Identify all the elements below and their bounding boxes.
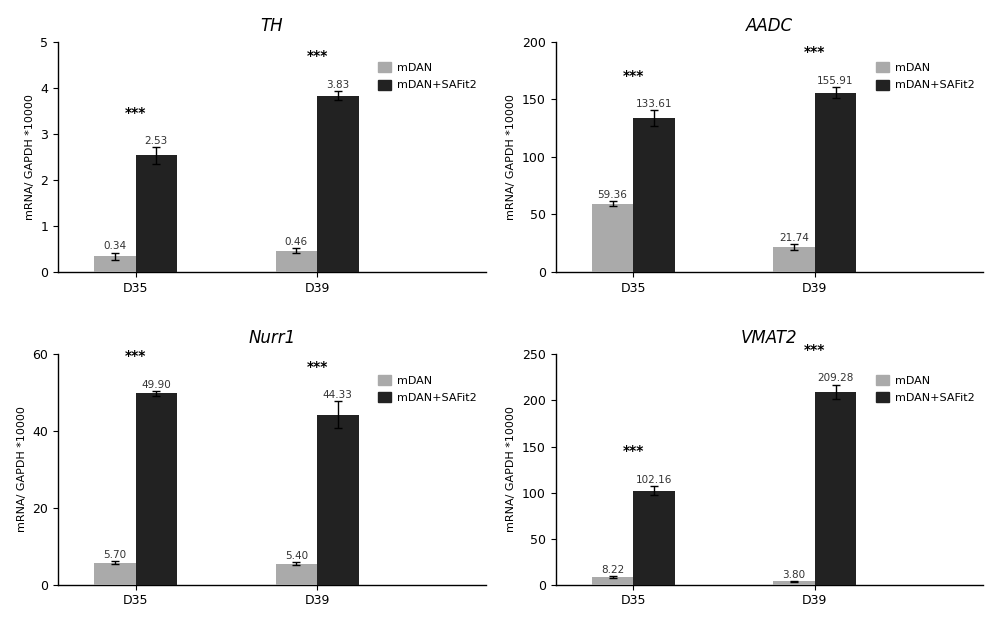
- Legend: mDAN, mDAN+SAFit2: mDAN, mDAN+SAFit2: [872, 371, 978, 406]
- Text: 44.33: 44.33: [323, 390, 353, 400]
- Text: 155.91: 155.91: [817, 76, 854, 85]
- Text: 21.74: 21.74: [779, 233, 809, 243]
- Bar: [633, 490, 675, 585]
- Text: ***: ***: [306, 359, 328, 374]
- Bar: [592, 577, 633, 585]
- Text: ***: ***: [623, 444, 644, 459]
- Text: 5.70: 5.70: [103, 550, 126, 560]
- Text: 49.90: 49.90: [141, 380, 171, 390]
- Title: Nurr1: Nurr1: [248, 329, 295, 348]
- Bar: [592, 203, 633, 272]
- Bar: [815, 92, 856, 272]
- Text: ***: ***: [623, 69, 644, 82]
- Bar: [136, 393, 177, 585]
- Legend: mDAN, mDAN+SAFit2: mDAN, mDAN+SAFit2: [375, 371, 480, 406]
- Legend: mDAN, mDAN+SAFit2: mDAN, mDAN+SAFit2: [375, 59, 480, 94]
- Title: AADC: AADC: [746, 17, 793, 35]
- Bar: [815, 392, 856, 585]
- Title: VMAT2: VMAT2: [741, 329, 798, 348]
- Bar: [317, 95, 359, 272]
- Bar: [773, 581, 815, 585]
- Text: ***: ***: [125, 349, 146, 363]
- Text: 0.46: 0.46: [285, 237, 308, 247]
- Bar: [317, 414, 359, 585]
- Bar: [773, 247, 815, 272]
- Text: 2.53: 2.53: [145, 136, 168, 146]
- Text: ***: ***: [804, 45, 826, 59]
- Bar: [136, 155, 177, 272]
- Text: 209.28: 209.28: [817, 373, 854, 383]
- Y-axis label: mRNA/ GAPDH *10000: mRNA/ GAPDH *10000: [506, 94, 516, 220]
- Text: 3.83: 3.83: [326, 80, 349, 90]
- Text: 133.61: 133.61: [636, 99, 672, 109]
- Title: TH: TH: [260, 17, 283, 35]
- Bar: [276, 251, 317, 272]
- Y-axis label: mRNA/ GAPDH *10000: mRNA/ GAPDH *10000: [25, 94, 35, 220]
- Y-axis label: mRNA/ GAPDH *10000: mRNA/ GAPDH *10000: [17, 407, 27, 532]
- Bar: [633, 118, 675, 272]
- Bar: [94, 256, 136, 272]
- Text: 8.22: 8.22: [601, 565, 624, 575]
- Text: 59.36: 59.36: [598, 190, 628, 200]
- Text: ***: ***: [804, 343, 826, 357]
- Text: 102.16: 102.16: [636, 475, 672, 485]
- Legend: mDAN, mDAN+SAFit2: mDAN, mDAN+SAFit2: [872, 59, 978, 94]
- Text: 3.80: 3.80: [783, 570, 806, 580]
- Text: 5.40: 5.40: [285, 551, 308, 561]
- Text: ***: ***: [306, 49, 328, 64]
- Y-axis label: mRNA/ GAPDH *10000: mRNA/ GAPDH *10000: [506, 407, 516, 532]
- Bar: [276, 564, 317, 585]
- Bar: [94, 563, 136, 585]
- Text: 0.34: 0.34: [103, 241, 126, 251]
- Text: ***: ***: [125, 105, 146, 120]
